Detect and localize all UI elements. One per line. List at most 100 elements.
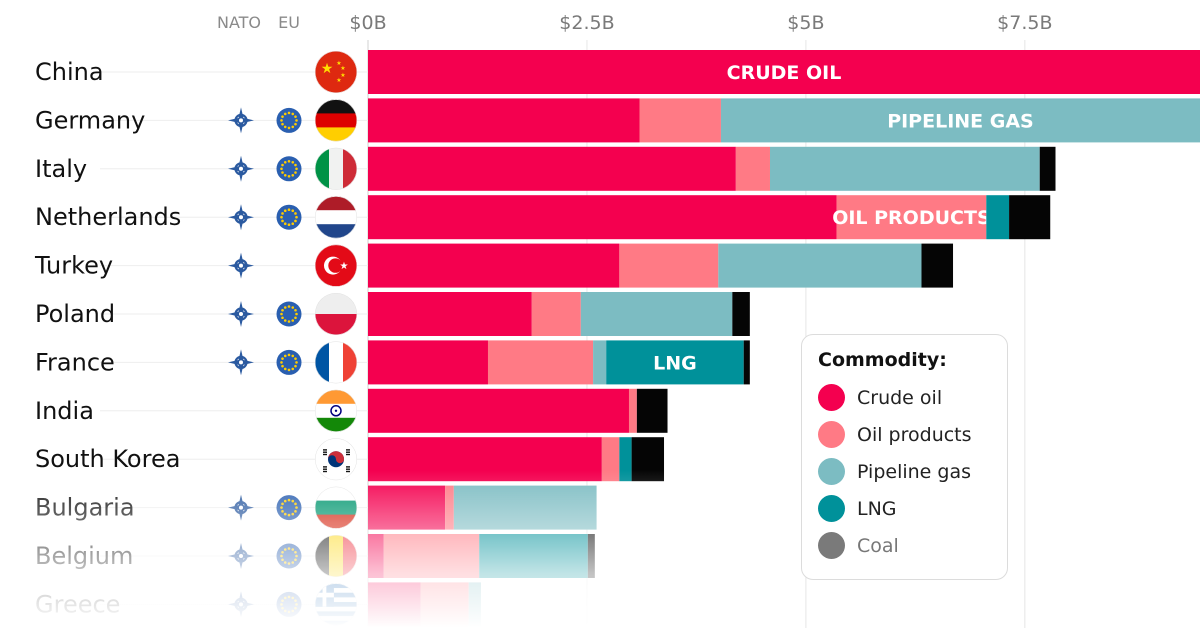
- eu-icon: [276, 156, 302, 182]
- legend-item-pipeline-gas: Pipeline gas: [818, 453, 1007, 490]
- bar-germany-pipeline-gas: [720, 98, 1200, 143]
- nato-icon: [228, 543, 254, 569]
- nato-icon: [228, 349, 254, 376]
- bar-netherlands-lng: [986, 195, 1010, 240]
- bar-bulgaria-oil-products: [445, 485, 454, 530]
- x-tick-label: $5B: [787, 12, 824, 34]
- legend-swatch-coal: [818, 532, 845, 559]
- country-label-poland: Poland: [35, 300, 115, 328]
- legend-label-crude-oil: Crude oil: [857, 386, 943, 409]
- bar-france-oil-products: [487, 340, 594, 385]
- bar-south-korea-crude-oil: [368, 437, 602, 482]
- svg-text:★: ★: [340, 65, 345, 72]
- country-label-south-korea: South Korea: [35, 445, 180, 473]
- svg-text:★: ★: [340, 261, 349, 272]
- country-label-netherlands: Netherlands: [35, 203, 181, 231]
- bar-annotation-pipeline-gas: PIPELINE GAS: [887, 110, 1034, 132]
- legend-title: Commodity:: [818, 349, 947, 371]
- bar-belgium-crude-oil: [368, 534, 384, 578]
- eu-column-header: EU: [278, 13, 300, 32]
- nato-column-header: NATO: [217, 13, 261, 32]
- eu-icon: [276, 543, 302, 569]
- south-korea-flag-icon: [315, 438, 357, 481]
- bar-france-pipeline-gas: [593, 340, 607, 385]
- bar-south-korea-oil-products: [601, 437, 620, 482]
- bar-poland-oil-products: [531, 292, 581, 336]
- bar-bulgaria-crude-oil: [368, 485, 446, 530]
- bar-bulgaria-pipeline-gas: [453, 485, 597, 530]
- bar-italy-pipeline-gas: [769, 146, 1040, 191]
- bar-turkey-coal: [921, 243, 954, 288]
- country-label-china: China: [35, 58, 104, 86]
- country-label-india: India: [35, 397, 94, 425]
- bar-netherlands-oil-products: [836, 195, 987, 240]
- nato-icon: [228, 591, 254, 618]
- bar-china-crude-oil: [368, 50, 1200, 94]
- bar-greece-crude-oil: [368, 582, 421, 627]
- eu-icon: [276, 204, 302, 230]
- bar-turkey-crude-oil: [368, 243, 620, 288]
- bar-india-oil-products: [628, 388, 637, 433]
- india-flag-icon: [315, 389, 357, 432]
- bar-belgium-oil-products: [383, 534, 480, 578]
- country-label-italy: Italy: [35, 155, 87, 183]
- svg-text:★: ★: [321, 61, 334, 77]
- bar-belgium-coal: [587, 534, 595, 578]
- bar-south-korea-coal: [631, 437, 665, 482]
- poland-flag-icon: [315, 293, 357, 335]
- x-tick-label: $7.5B: [997, 12, 1052, 34]
- bar-italy-crude-oil: [368, 146, 736, 191]
- belgium-flag-icon: [315, 535, 357, 577]
- legend-label-coal: Coal: [857, 534, 899, 557]
- turkey-flag-icon: ★: [315, 244, 357, 287]
- eu-icon: [276, 591, 302, 617]
- bar-italy-oil-products: [735, 146, 770, 191]
- bar-greece-pipeline-gas: [468, 582, 481, 627]
- legend-item-crude-oil: Crude oil: [818, 379, 1007, 416]
- bar-france-coal: [743, 340, 750, 385]
- bar-annotation-lng: LNG: [653, 352, 697, 374]
- bar-france-lng: [606, 340, 744, 385]
- svg-text:★: ★: [336, 77, 341, 84]
- bar-germany-crude-oil: [368, 98, 640, 143]
- bar-netherlands-crude-oil: [368, 195, 837, 240]
- svg-text:★: ★: [340, 72, 345, 79]
- bar-turkey-oil-products: [619, 243, 719, 288]
- bar-belgium-lng: [479, 534, 588, 578]
- eu-icon: [276, 107, 302, 133]
- nato-icon: [228, 204, 254, 231]
- legend-swatch-crude-oil: [818, 384, 845, 411]
- country-label-bulgaria: Bulgaria: [35, 494, 135, 522]
- italy-flag-icon: [315, 147, 357, 190]
- country-label-turkey: Turkey: [34, 252, 113, 280]
- bar-annotation-oil-products: OIL PRODUCTS: [832, 207, 990, 229]
- legend-label-oil-products: Oil products: [857, 423, 972, 446]
- bar-italy-coal: [1039, 146, 1056, 191]
- china-flag-icon: ★ ★★★★: [315, 51, 357, 93]
- bar-germany-oil-products: [639, 98, 721, 143]
- legend-swatch-pipeline-gas: [818, 458, 845, 485]
- nato-icon: [228, 252, 254, 279]
- country-label-germany: Germany: [35, 106, 145, 134]
- legend-swatch-oil-products: [818, 421, 845, 448]
- bar-annotation-crude-oil: CRUDE OIL: [727, 62, 842, 84]
- x-tick-label: $0B: [349, 12, 386, 34]
- bar-france-crude-oil: [368, 340, 488, 385]
- legend-swatch-lng: [818, 495, 845, 522]
- germany-flag-icon: [315, 99, 357, 142]
- nato-icon: [228, 494, 254, 521]
- eu-icon: [276, 349, 302, 375]
- legend-item-coal: Coal: [818, 527, 1007, 564]
- country-label-belgium: Belgium: [35, 542, 133, 570]
- bar-poland-crude-oil: [368, 292, 532, 336]
- legend-item-lng: LNG: [818, 490, 1007, 527]
- eu-icon: [276, 301, 302, 327]
- france-flag-icon: [315, 341, 357, 384]
- bar-poland-pipeline-gas: [580, 292, 733, 336]
- legend: Commodity: Crude oil Oil products Pipeli…: [801, 334, 1008, 580]
- legend-label-lng: LNG: [857, 497, 897, 520]
- x-tick-label: $2.5B: [559, 12, 614, 34]
- nato-icon: [228, 301, 254, 327]
